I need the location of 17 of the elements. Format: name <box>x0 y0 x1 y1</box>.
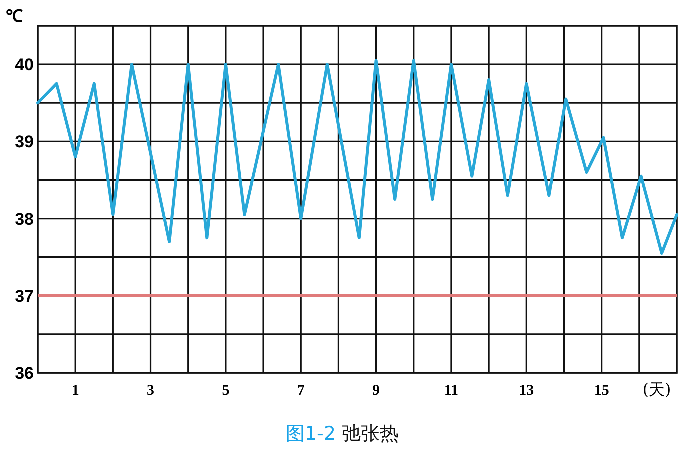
line-series <box>36 59 678 255</box>
x-tick-label: 1 <box>72 383 80 399</box>
x-tick-label: 3 <box>147 383 155 399</box>
x-tick-label: 5 <box>222 383 230 399</box>
y-tick-label: 39 <box>15 132 34 152</box>
y-axis-title: ℃ <box>6 7 23 26</box>
y-tick-label: 37 <box>15 286 34 306</box>
y-tick-label: 36 <box>15 364 34 383</box>
y-tick-label: 40 <box>15 56 34 75</box>
x-tick-label: 15 <box>594 383 610 399</box>
x-tick-label: 9 <box>372 383 380 399</box>
x-tick-label: 11 <box>444 383 459 399</box>
y-tick-label: 38 <box>15 210 34 229</box>
text: 图1-2 弛张热 <box>286 423 400 445</box>
x-axis-title: (天) <box>642 380 672 399</box>
x-tick-label: 7 <box>297 383 306 399</box>
x-tick-label: 13 <box>519 383 534 399</box>
